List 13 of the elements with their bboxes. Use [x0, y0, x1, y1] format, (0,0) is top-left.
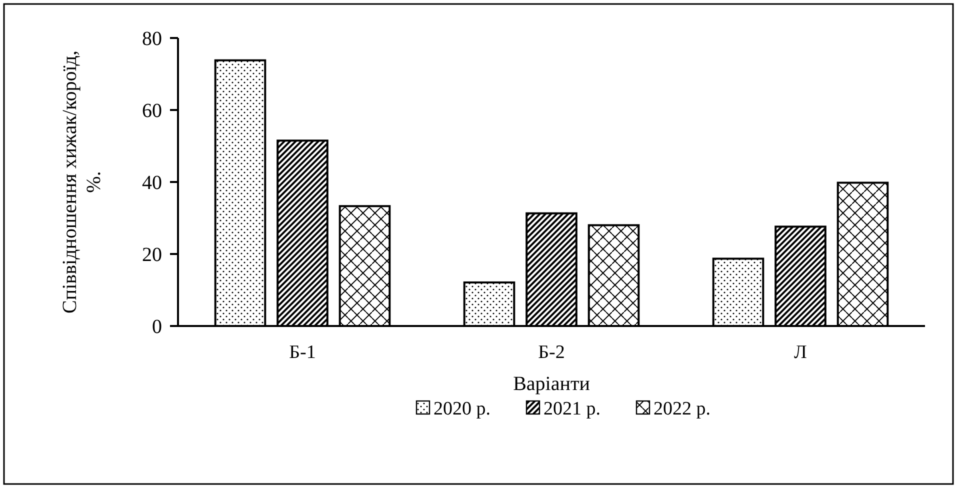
x-tick-label: Л [794, 342, 808, 363]
legend-label: 2020 р. [434, 398, 490, 420]
legend-label: 2022 р. [654, 398, 710, 420]
y-tick-label: 60 [142, 100, 162, 122]
y-tick-label: 40 [142, 172, 162, 194]
y-tick-label: 80 [142, 28, 162, 50]
x-tick-label: Б-2 [538, 342, 565, 363]
legend-label: 2021 р. [544, 398, 600, 420]
y-tick-label: 20 [142, 244, 162, 266]
x-tick-label: Б-1 [289, 342, 316, 363]
y-axis-title: Співвідношення хижак/короїд, %. [59, 50, 105, 314]
y-tick-label: 0 [152, 316, 162, 338]
x-axis-title: Варіанти [513, 373, 590, 395]
